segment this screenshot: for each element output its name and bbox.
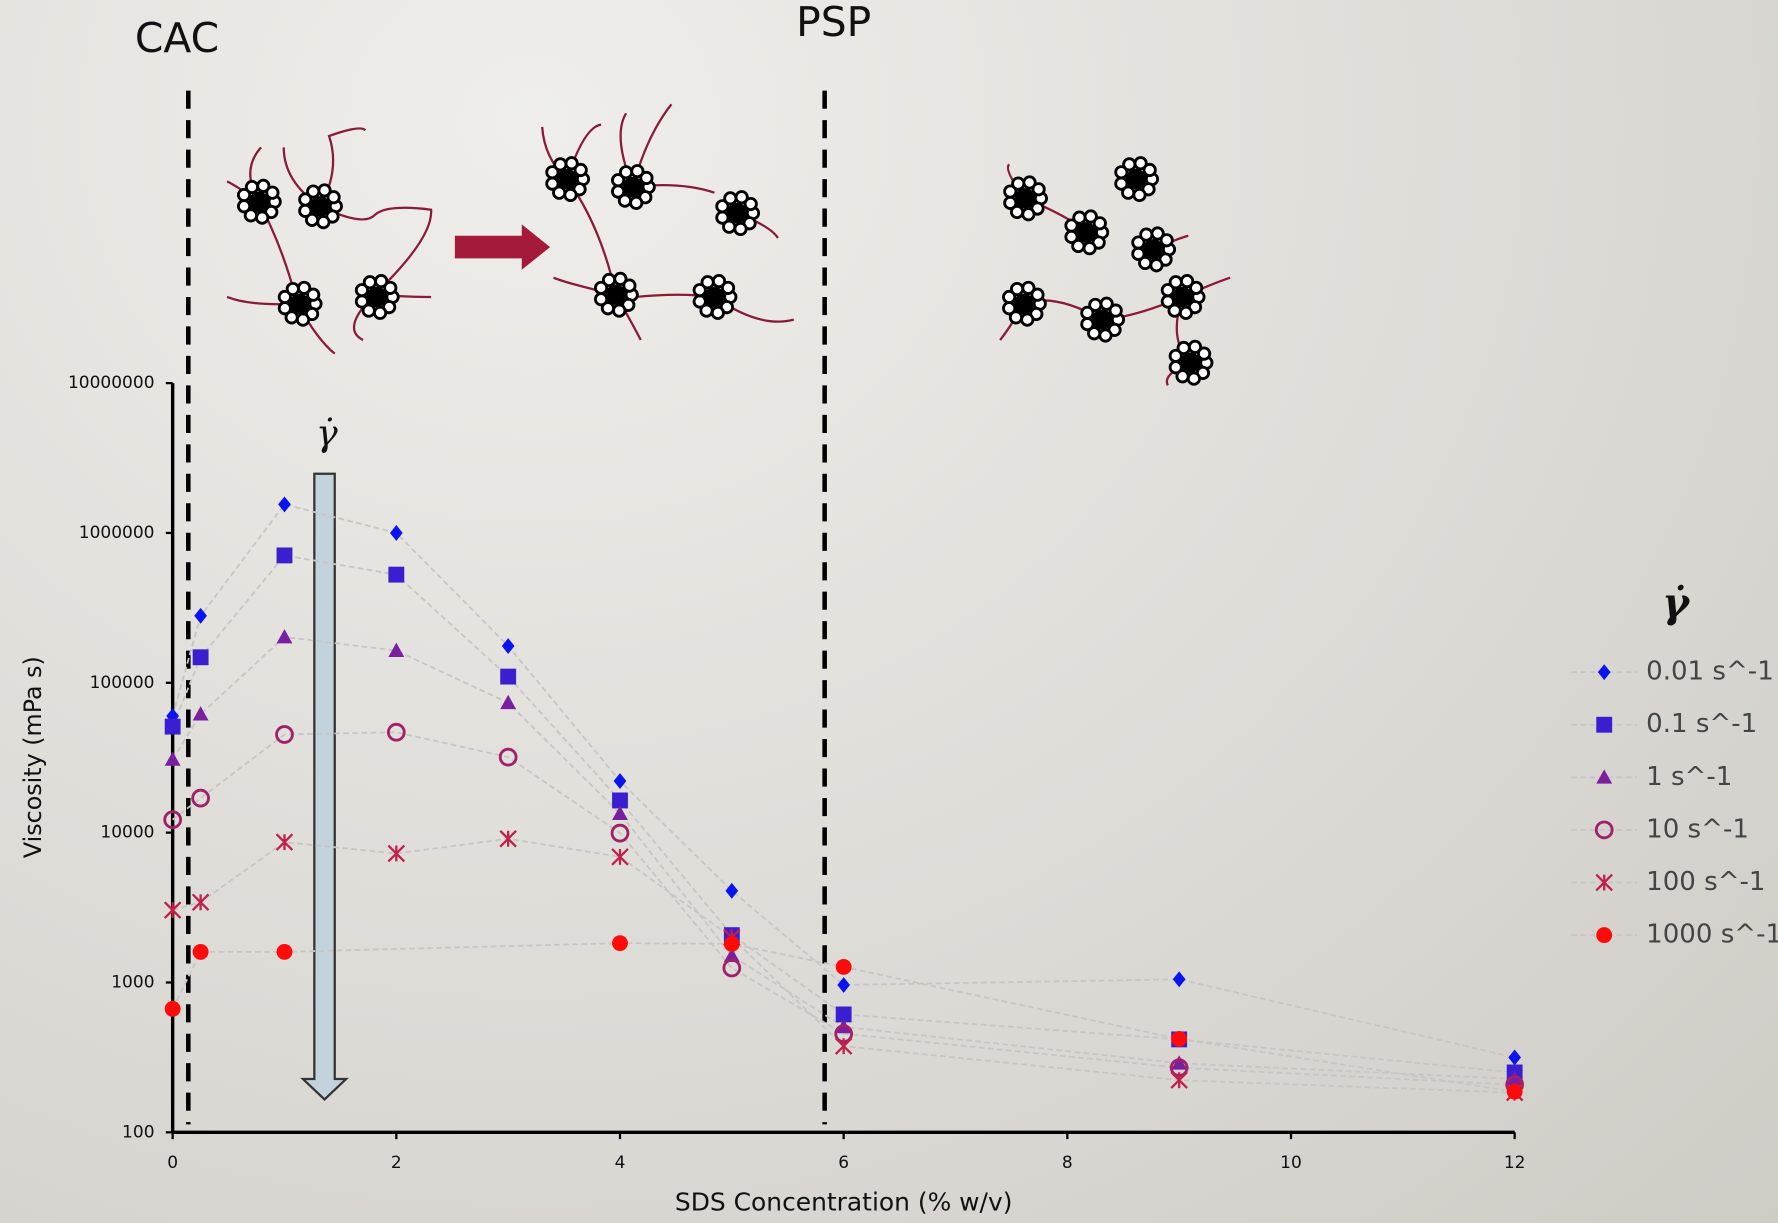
- y-tick-label: 1000000: [79, 523, 155, 543]
- y-tick-label: 100: [122, 1122, 154, 1142]
- marker: [1508, 1050, 1521, 1066]
- x-axis-label: SDS Concentration (% w/v): [675, 1188, 1013, 1217]
- x-tick-label: 12: [1504, 1153, 1526, 1173]
- marker: [724, 936, 740, 952]
- marker: [1598, 664, 1611, 680]
- marker: [193, 944, 209, 960]
- marker: [1507, 1084, 1523, 1100]
- annotation-label: CAC: [135, 14, 219, 62]
- legend-title: γ̇: [1662, 579, 1691, 627]
- x-tick-label: 8: [1062, 1153, 1073, 1173]
- marker: [165, 719, 181, 735]
- chart: γ̇ Viscosity (mPa s) SDS Concentration (…: [0, 0, 1778, 1223]
- legend-label: 0.1 s^-1: [1646, 709, 1757, 739]
- y-tick-label: 10000: [100, 823, 154, 843]
- x-tick-label: 0: [167, 1153, 178, 1173]
- marker: [1596, 927, 1612, 943]
- marker: [277, 629, 293, 643]
- marker: [837, 977, 850, 993]
- marker: [193, 649, 209, 665]
- y-tick-label: 10000000: [68, 373, 155, 393]
- marker: [165, 751, 181, 765]
- arrow-label: γ̇: [316, 411, 338, 454]
- marker: [836, 1038, 852, 1054]
- x-tick-label: 10: [1280, 1153, 1302, 1173]
- marker: [193, 706, 209, 720]
- marker: [500, 695, 516, 709]
- series-line: [173, 555, 1515, 1072]
- marker: [1173, 971, 1186, 987]
- marker: [277, 944, 293, 960]
- marker: [612, 935, 628, 951]
- marker: [1596, 717, 1612, 733]
- annotation-label: PSP: [796, 0, 871, 46]
- y-axis-label: Viscosity (mPa s): [19, 656, 47, 858]
- marker: [500, 669, 516, 685]
- y-tick-label: 1000: [111, 972, 154, 992]
- marker: [836, 959, 852, 975]
- marker: [193, 790, 209, 806]
- marker: [725, 883, 738, 899]
- marker: [388, 567, 404, 583]
- marker: [165, 902, 181, 918]
- x-tick-label: 4: [615, 1153, 626, 1173]
- y-tick-label: 100000: [90, 673, 155, 693]
- legend-label: 10 s^-1: [1646, 814, 1749, 844]
- x-tick-label: 6: [838, 1153, 849, 1173]
- legend-label: 1000 s^-1: [1646, 920, 1778, 950]
- legend-label: 100 s^-1: [1646, 867, 1765, 897]
- marker: [193, 894, 209, 910]
- legend-label: 1 s^-1: [1646, 762, 1732, 792]
- x-tick-label: 2: [391, 1153, 402, 1173]
- marker: [1171, 1031, 1187, 1047]
- marker: [277, 547, 293, 563]
- legend-label: 0.01 s^-1: [1646, 657, 1774, 687]
- marker: [724, 960, 740, 976]
- marker: [165, 1001, 181, 1017]
